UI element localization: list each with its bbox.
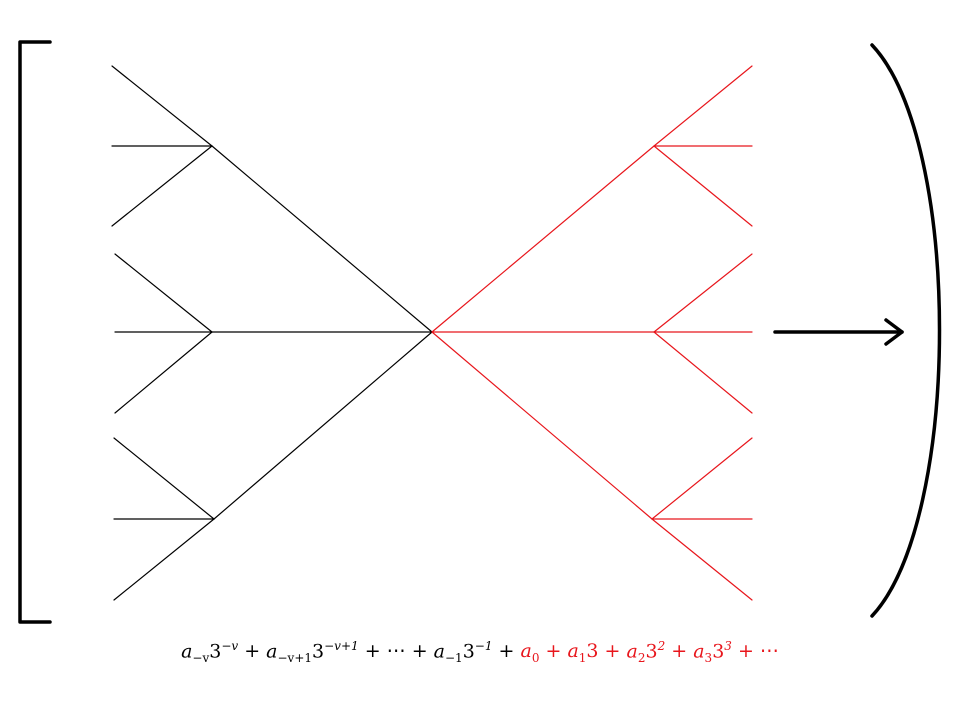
edge (651, 437, 753, 520)
edge (213, 331, 433, 520)
power-exponent: −v+1 (324, 639, 359, 653)
positive-powers-tree (431, 65, 753, 601)
power-base: 3 (312, 640, 325, 663)
coefficient-index: −v+1 (277, 651, 313, 666)
right-arrow-icon (773, 318, 904, 346)
formula-term: a333 (693, 622, 732, 682)
negative-powers-sum: a−v3−v + a−v+13−v+1 + ⋯ + a−13−1 + (181, 639, 521, 665)
coefficient: a (181, 640, 193, 663)
edge (431, 331, 653, 520)
coefficient-index: 3 (704, 651, 713, 666)
edge (653, 145, 753, 227)
edge (111, 145, 213, 227)
formula-term: ⋯ (760, 627, 779, 675)
plus-operator: + (598, 640, 627, 663)
positive-powers-sum: a0 + a13 + a232 + a333 + ⋯ (520, 639, 778, 665)
coefficient-index: 1 (578, 651, 587, 666)
coefficient: a (626, 640, 638, 663)
ellipsis: ⋯ (386, 640, 406, 663)
edge (653, 253, 753, 333)
plus-operator: + (731, 640, 760, 663)
power-base: 3 (712, 640, 725, 663)
ellipsis: ⋯ (759, 640, 779, 663)
coefficient: a (567, 640, 579, 663)
power-exponent: 3 (724, 639, 732, 653)
coefficient: a (433, 640, 445, 663)
power-base: 3 (462, 640, 475, 663)
plus-operator: + (358, 640, 387, 663)
power-exponent: −1 (474, 639, 493, 653)
edge (211, 145, 433, 333)
plus-operator: + (238, 640, 267, 663)
edge (113, 518, 215, 601)
formula-term: ⋯ (387, 627, 406, 675)
plus-operator: + (405, 640, 434, 663)
coefficient: a (520, 640, 532, 663)
coefficient-index: 2 (637, 651, 646, 666)
formula-term: a−v3−v (181, 622, 238, 682)
negative-powers-tree (111, 65, 433, 601)
coefficient-index: −1 (444, 651, 463, 666)
power-exponent: −v (221, 639, 239, 653)
edge (651, 518, 753, 601)
plus-operator: + (492, 640, 521, 663)
formula-term: a13 (567, 627, 598, 682)
left-square-bracket (18, 40, 52, 624)
coefficient-index: −v (192, 651, 210, 666)
formula-term: a−13−1 (434, 622, 493, 682)
edge (653, 331, 753, 414)
edge (114, 253, 213, 333)
formula-term: a−v+13−v+1 (266, 622, 358, 682)
edge (431, 145, 655, 333)
formula-term: a232 (627, 622, 666, 682)
edge (653, 65, 753, 147)
right-parenthesis (870, 43, 942, 618)
formula-term: a0 (520, 627, 539, 682)
edge (111, 65, 213, 147)
series-formula: a−v3−v + a−v+13−v+1 + ⋯ + a−13−1 + a0 + … (0, 622, 960, 670)
power-base: 3 (209, 640, 222, 663)
edge (114, 331, 213, 414)
power-base: 3 (586, 640, 599, 663)
plus-operator: + (665, 640, 694, 663)
coefficient: a (693, 640, 705, 663)
plus-operator: + (539, 640, 568, 663)
coefficient: a (266, 640, 278, 663)
edge (113, 437, 215, 520)
power-exponent: 2 (657, 639, 666, 653)
coefficient-index: 0 (531, 651, 540, 666)
power-base: 3 (645, 640, 658, 663)
